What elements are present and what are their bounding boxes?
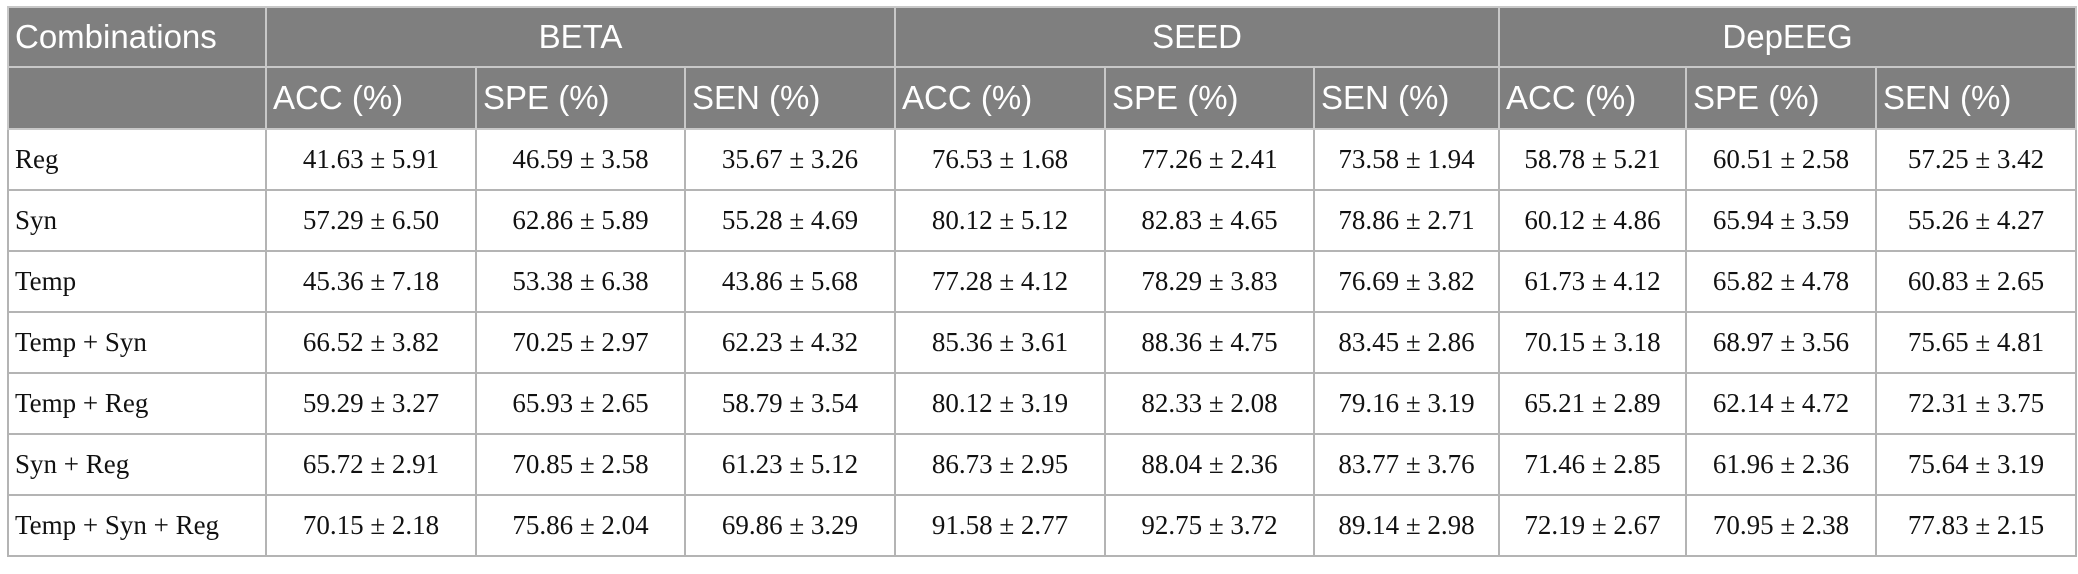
results-table: Combinations BETA SEED DepEEG ACC (%) SP…	[7, 6, 2078, 557]
table-cell: 78.29 ± 3.83	[1104, 250, 1316, 313]
table-cell: 76.69 ± 3.82	[1313, 250, 1501, 313]
metric-header-sen: SEN (%)	[683, 66, 897, 130]
table-cell: 70.95 ± 2.38	[1685, 494, 1878, 557]
metric-header-spe: SPE (%)	[475, 66, 686, 130]
table-row: Syn 57.29 ± 6.50 62.86 ± 5.89 55.28 ± 4.69 8…	[7, 189, 2078, 252]
row-label: Temp + Syn	[7, 311, 267, 374]
table-cell: 79.16 ± 3.19	[1313, 372, 1501, 435]
table-row: Syn + Reg 65.72 ± 2.91 70.85 ± 2.58 61.23 ±…	[7, 433, 2078, 496]
table-cell: 92.75 ± 3.72	[1104, 494, 1316, 557]
table-row: Temp + Syn 66.52 ± 3.82 70.25 ± 2.97 62.23 …	[7, 311, 2078, 374]
table-cell: 72.19 ± 2.67	[1498, 494, 1688, 557]
table-cell: 68.97 ± 3.56	[1685, 311, 1878, 374]
table-cell: 60.51 ± 2.58	[1685, 128, 1878, 191]
table-cell: 77.28 ± 4.12	[894, 250, 1107, 313]
metric-header-blank	[7, 66, 267, 130]
table-cell: 78.86 ± 2.71	[1313, 189, 1501, 252]
table-cell: 75.86 ± 2.04	[475, 494, 686, 557]
table-cell: 88.04 ± 2.36	[1104, 433, 1316, 496]
row-label: Temp	[7, 250, 267, 313]
table-cell: 69.86 ± 3.29	[683, 494, 897, 557]
table-cell: 75.64 ± 3.19	[1875, 433, 2078, 496]
table-row: Temp 45.36 ± 7.18 53.38 ± 6.38 43.86 ± 5.68…	[7, 250, 2078, 313]
table-cell: 80.12 ± 3.19	[894, 372, 1107, 435]
table-row: Temp + Syn + Reg 70.15 ± 2.18 75.86 ± 2.04…	[7, 494, 2078, 557]
table-cell: 83.45 ± 2.86	[1313, 311, 1501, 374]
corner-header: Combinations	[7, 6, 267, 68]
row-label: Syn + Reg	[7, 433, 267, 496]
metric-header-spe: SPE (%)	[1685, 66, 1878, 130]
table-cell: 70.25 ± 2.97	[475, 311, 686, 374]
table-cell: 58.79 ± 3.54	[683, 372, 897, 435]
group-header-beta: BETA	[264, 6, 897, 68]
metric-header-acc: ACC (%)	[894, 66, 1107, 130]
table-cell: 77.83 ± 2.15	[1875, 494, 2078, 557]
table-cell: 66.52 ± 3.82	[265, 311, 477, 374]
table-cell: 86.73 ± 2.95	[894, 433, 1107, 496]
table-cell: 75.65 ± 4.81	[1875, 311, 2078, 374]
metric-header-sen: SEN (%)	[1875, 66, 2078, 130]
table-cell: 77.26 ± 2.41	[1104, 128, 1316, 191]
table-cell: 82.83 ± 4.65	[1104, 189, 1316, 252]
table-cell: 61.23 ± 5.12	[683, 433, 897, 496]
table-cell: 65.93 ± 2.65	[475, 372, 686, 435]
table-cell: 59.29 ± 3.27	[265, 372, 477, 435]
table-cell: 88.36 ± 4.75	[1104, 311, 1316, 374]
table-cell: 65.72 ± 2.91	[265, 433, 477, 496]
table-cell: 43.86 ± 5.68	[683, 250, 897, 313]
table-row: Reg 41.63 ± 5.91 46.59 ± 3.58 35.67 ± 3.26 7…	[7, 128, 2078, 191]
table-cell: 83.77 ± 3.76	[1313, 433, 1501, 496]
metric-header-acc: ACC (%)	[265, 66, 477, 130]
table-cell: 62.23 ± 4.32	[683, 311, 897, 374]
table-cell: 55.28 ± 4.69	[683, 189, 897, 252]
table-cell: 71.46 ± 2.85	[1498, 433, 1688, 496]
row-label: Syn	[7, 189, 267, 252]
table-cell: 35.67 ± 3.26	[683, 128, 897, 191]
table-cell: 62.86 ± 5.89	[475, 189, 686, 252]
table-cell: 73.58 ± 1.94	[1313, 128, 1501, 191]
row-label: Temp + Syn + Reg	[7, 494, 267, 557]
group-header-seed: SEED	[894, 6, 1501, 68]
table-cell: 57.29 ± 6.50	[265, 189, 477, 252]
table-cell: 46.59 ± 3.58	[475, 128, 686, 191]
row-label: Reg	[7, 128, 267, 191]
table-cell: 61.96 ± 2.36	[1685, 433, 1878, 496]
table-cell: 65.21 ± 2.89	[1498, 372, 1688, 435]
table-cell: 72.31 ± 3.75	[1875, 372, 2078, 435]
metric-header-acc: ACC (%)	[1498, 66, 1688, 130]
table-cell: 45.36 ± 7.18	[265, 250, 477, 313]
table-cell: 41.63 ± 5.91	[265, 128, 477, 191]
table-cell: 60.83 ± 2.65	[1875, 250, 2078, 313]
table-cell: 57.25 ± 3.42	[1875, 128, 2078, 191]
group-header-depeeg: DepEEG	[1498, 6, 2078, 68]
table-cell: 60.12 ± 4.86	[1498, 189, 1688, 252]
table-cell: 65.94 ± 3.59	[1685, 189, 1878, 252]
metric-header-spe: SPE (%)	[1104, 66, 1316, 130]
table-cell: 85.36 ± 3.61	[894, 311, 1107, 374]
table-cell: 55.26 ± 4.27	[1875, 189, 2078, 252]
table-cell: 89.14 ± 2.98	[1313, 494, 1501, 557]
table-cell: 61.73 ± 4.12	[1498, 250, 1688, 313]
metric-header-row: ACC (%) SPE (%) SEN (%) ACC (%) SPE (%) …	[7, 66, 2078, 130]
table-cell: 70.85 ± 2.58	[475, 433, 686, 496]
table-cell: 65.82 ± 4.78	[1685, 250, 1878, 313]
table-cell: 53.38 ± 6.38	[475, 250, 686, 313]
table-cell: 62.14 ± 4.72	[1685, 372, 1878, 435]
table-cell: 80.12 ± 5.12	[894, 189, 1107, 252]
table-cell: 58.78 ± 5.21	[1498, 128, 1688, 191]
table-cell: 91.58 ± 2.77	[894, 494, 1107, 557]
metric-header-sen: SEN (%)	[1313, 66, 1501, 130]
table-cell: 70.15 ± 2.18	[265, 494, 477, 557]
row-label: Temp + Reg	[7, 372, 267, 435]
table-cell: 70.15 ± 3.18	[1498, 311, 1688, 374]
table-cell: 82.33 ± 2.08	[1104, 372, 1316, 435]
table-cell: 76.53 ± 1.68	[894, 128, 1107, 191]
group-header-row: Combinations BETA SEED DepEEG	[7, 6, 2078, 68]
table-row: Temp + Reg 59.29 ± 3.27 65.93 ± 2.65 58.79 …	[7, 372, 2078, 435]
